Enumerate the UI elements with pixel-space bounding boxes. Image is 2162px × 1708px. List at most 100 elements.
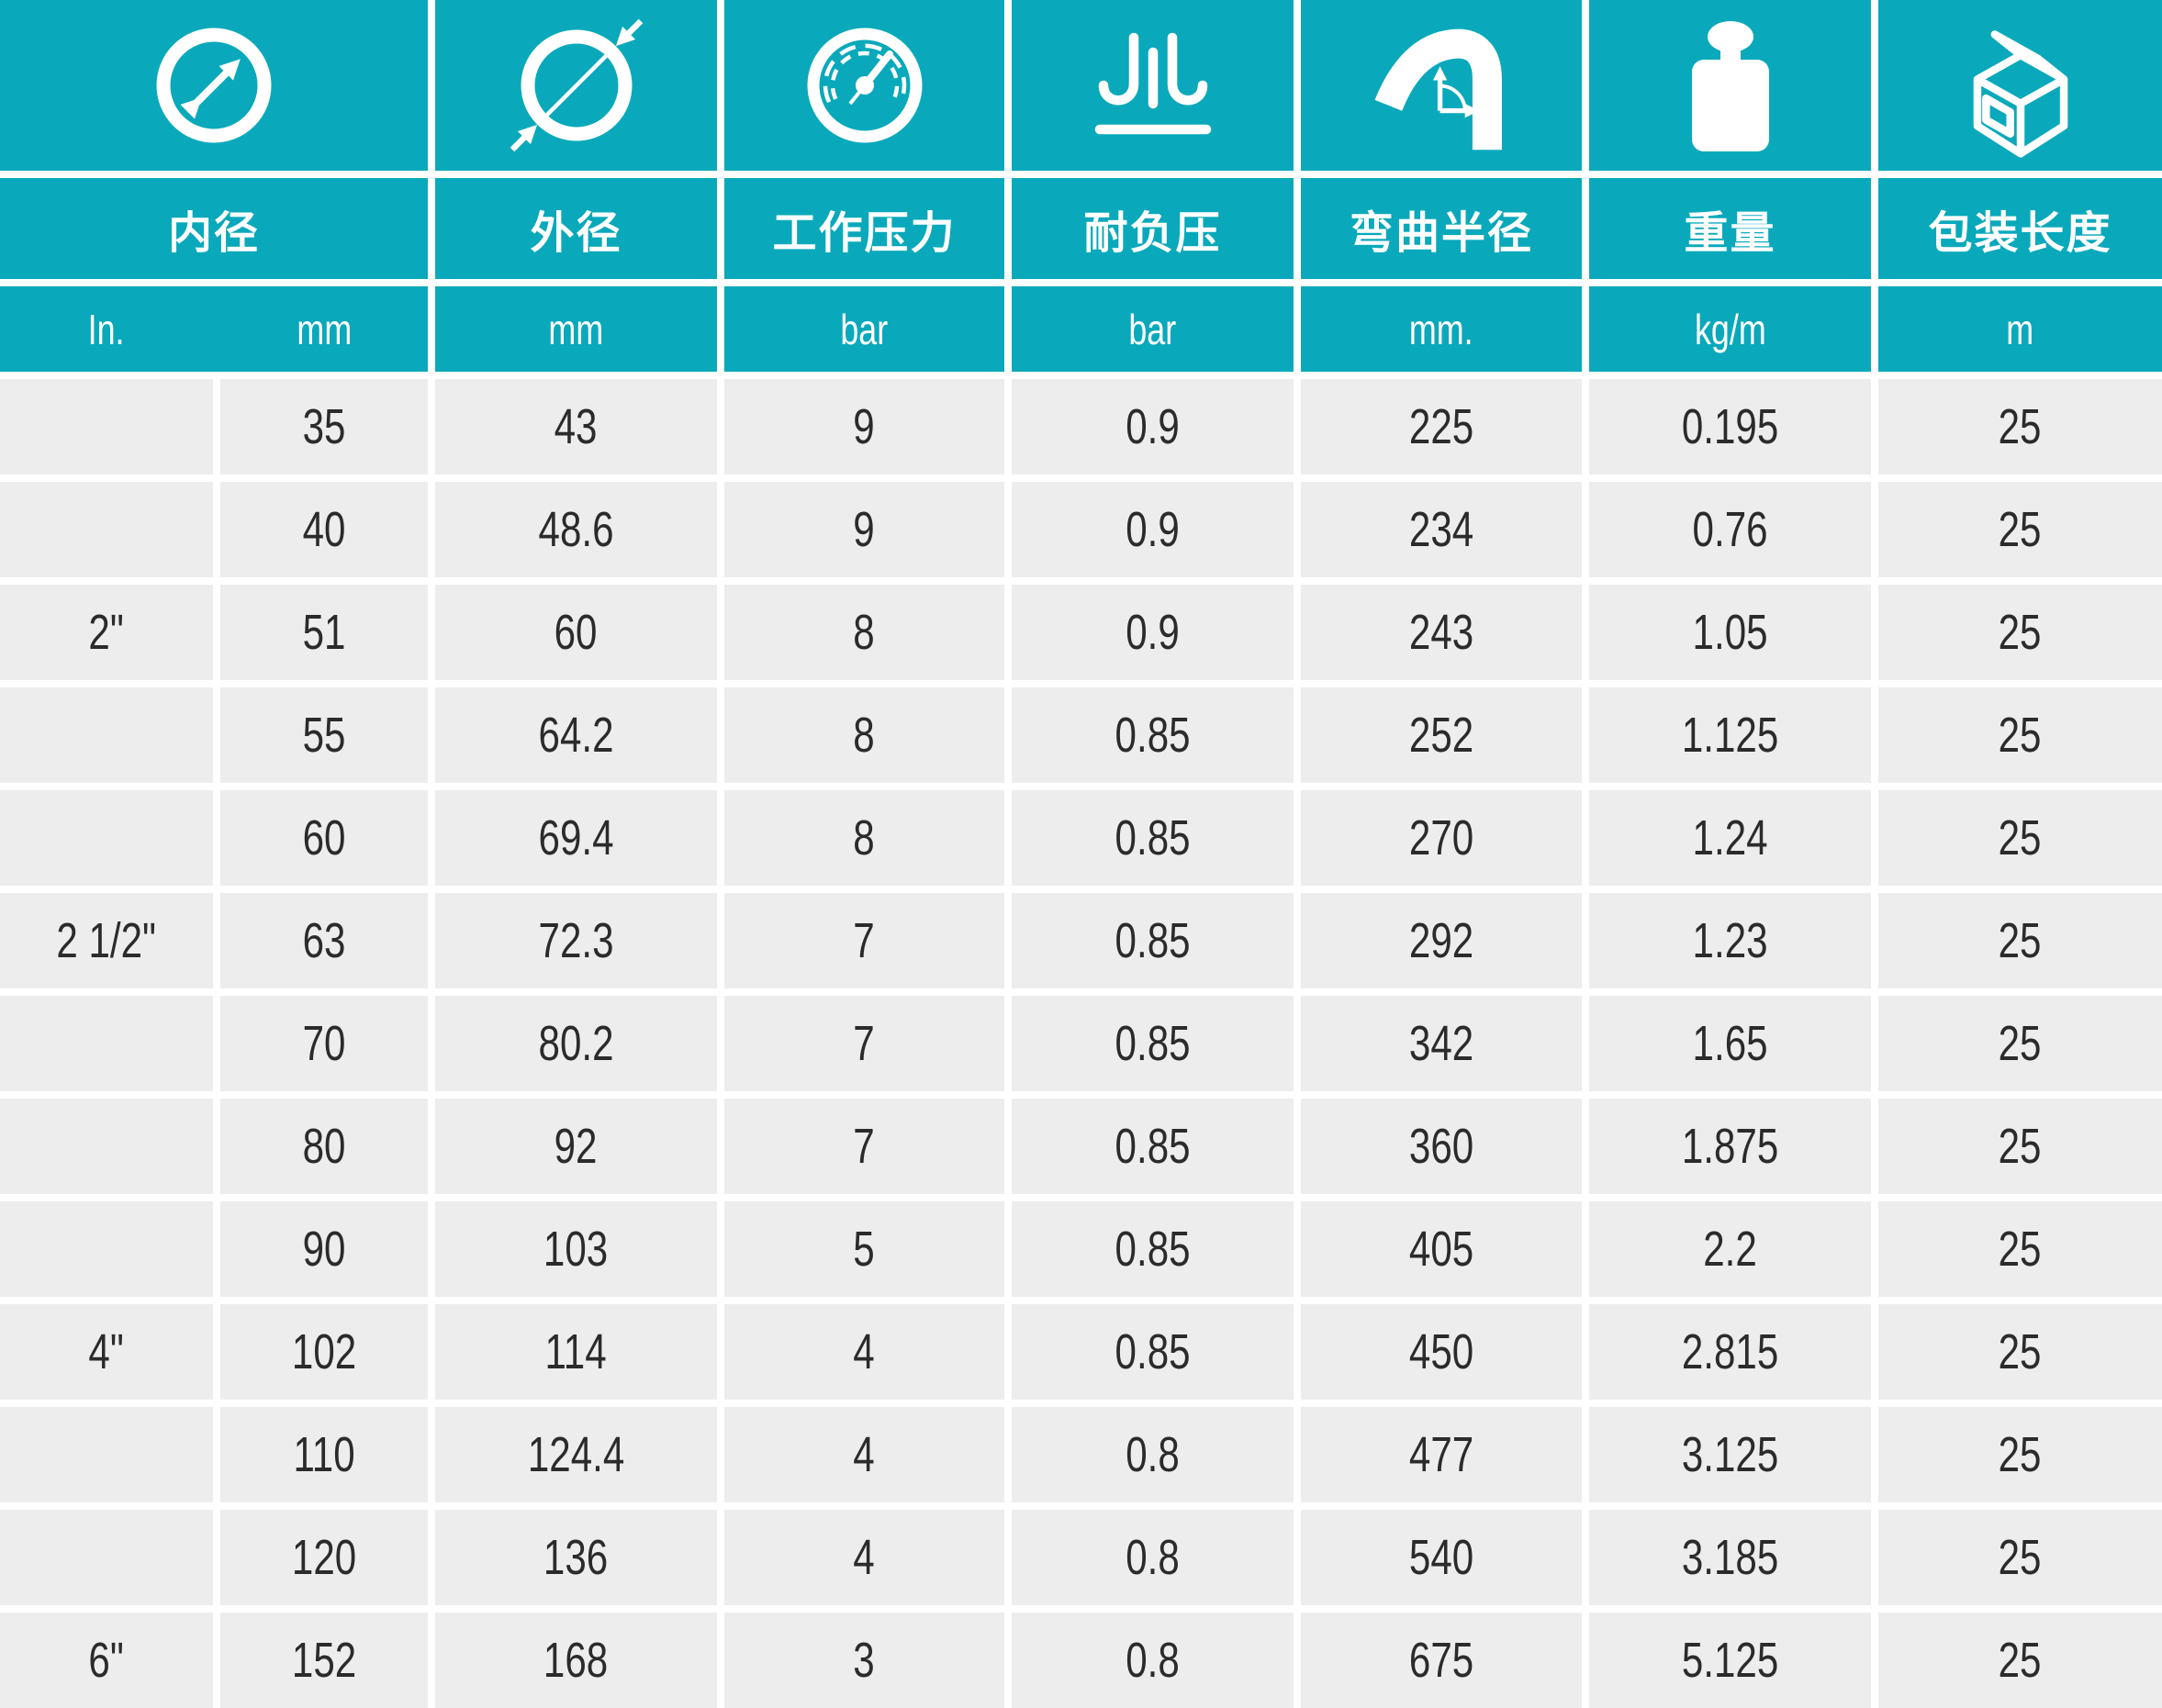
data-cell: 25	[1878, 1407, 2162, 1502]
column-label-outer-diameter: 外径	[435, 178, 717, 279]
data-cell: 0.85	[1012, 1304, 1294, 1400]
data-cell: 35	[220, 379, 428, 474]
bend-radius-icon	[1374, 28, 1502, 150]
data-cell: 69.4	[435, 790, 717, 886]
data-cell: 0.85	[1012, 1201, 1294, 1297]
data-cell: 234	[1301, 482, 1582, 577]
data-cell: 51	[220, 585, 428, 680]
data-cell: 1.05	[1589, 585, 1871, 680]
data-cell: 102	[220, 1304, 428, 1400]
data-cell: 252	[1301, 687, 1582, 783]
data-cell	[0, 996, 213, 1091]
column-label-vacuum: 耐负压	[1012, 178, 1294, 279]
data-cell: 124.4	[435, 1407, 717, 1502]
data-cell: 0.9	[1012, 585, 1294, 680]
unit-cell-outer-diameter: mm	[435, 286, 717, 372]
data-cell: 48.6	[435, 482, 717, 577]
data-cell: 25	[1878, 996, 2162, 1091]
data-cell	[0, 379, 213, 474]
data-cell: 0.85	[1012, 1099, 1294, 1194]
data-cell	[0, 687, 213, 783]
data-cell: 25	[1878, 893, 2162, 988]
data-cell: 0.85	[1012, 996, 1294, 1091]
data-cell	[0, 1407, 213, 1502]
unit-cell-bend-radius: mm.	[1301, 286, 1582, 372]
data-cell: 90	[220, 1201, 428, 1297]
data-cell: 80	[220, 1099, 428, 1194]
unit-cell-package-length: m	[1878, 286, 2162, 372]
data-cell: 0.8	[1012, 1407, 1294, 1502]
data-cell: 152	[220, 1613, 428, 1708]
data-cell: 4"	[0, 1304, 213, 1400]
data-cell: 120	[220, 1510, 428, 1605]
data-cell: 292	[1301, 893, 1582, 988]
data-cell: 8	[724, 585, 1004, 680]
data-cell: 55	[220, 687, 428, 783]
data-cell: 92	[435, 1099, 717, 1194]
header-icon-cell-outer-diameter	[435, 0, 717, 171]
data-cell: 9	[724, 482, 1004, 577]
column-label-package-length: 包装长度	[1878, 178, 2162, 279]
data-cell: 1.65	[1589, 996, 1871, 1091]
data-cell: 25	[1878, 790, 2162, 886]
pressure-gauge-icon	[807, 28, 922, 143]
data-cell: 675	[1301, 1613, 1582, 1708]
data-cell: 70	[220, 996, 428, 1091]
column-label-bend-radius: 弯曲半径	[1301, 178, 1582, 279]
data-cell: 0.8	[1012, 1510, 1294, 1605]
data-cell: 5	[724, 1201, 1004, 1297]
column-label-inner-diameter: 内径	[0, 178, 428, 279]
data-cell: 60	[435, 585, 717, 680]
data-cell	[0, 1510, 213, 1605]
data-cell: 25	[1878, 585, 2162, 680]
data-cell: 0.76	[1589, 482, 1871, 577]
data-cell: 225	[1301, 379, 1582, 474]
data-cell: 477	[1301, 1407, 1582, 1502]
unit-cell-vacuum: bar	[1012, 286, 1294, 372]
data-cell: 72.3	[435, 893, 717, 988]
outer-diameter-icon	[510, 18, 643, 152]
data-cell: 25	[1878, 1304, 2162, 1400]
data-cell: 2"	[0, 585, 213, 680]
data-cell: 60	[220, 790, 428, 886]
header-icon-cell-inner-diameter	[0, 0, 428, 171]
data-cell: 0.9	[1012, 379, 1294, 474]
data-cell: 360	[1301, 1099, 1582, 1194]
data-cell: 0.85	[1012, 687, 1294, 783]
data-cell	[0, 482, 213, 577]
data-cell: 4	[724, 1304, 1004, 1400]
data-cell: 25	[1878, 379, 2162, 474]
inner-diameter-icon	[156, 28, 272, 143]
vacuum-icon	[1094, 32, 1211, 135]
data-cell: 3	[724, 1613, 1004, 1708]
data-cell: 405	[1301, 1201, 1582, 1297]
data-cell: 25	[1878, 1510, 2162, 1605]
data-cell: 0.85	[1012, 893, 1294, 988]
data-cell: 25	[1878, 1613, 2162, 1708]
data-cell: 0.9	[1012, 482, 1294, 577]
data-cell: 6"	[0, 1613, 213, 1708]
data-cell: 4	[724, 1510, 1004, 1605]
data-cell: 43	[435, 379, 717, 474]
data-cell: 270	[1301, 790, 1582, 886]
data-cell: 1.24	[1589, 790, 1871, 886]
data-cell: 103	[435, 1201, 717, 1297]
data-cell: 0.8	[1012, 1613, 1294, 1708]
data-cell: 3.125	[1589, 1407, 1871, 1502]
header-icon-cell-working-pressure	[724, 0, 1004, 171]
data-cell: 450	[1301, 1304, 1582, 1400]
data-cell: 2 1/2"	[0, 893, 213, 988]
data-cell: 3.185	[1589, 1510, 1871, 1605]
data-cell	[0, 1099, 213, 1194]
unit-label-inch: In.	[88, 305, 125, 353]
column-label-working-pressure: 工作压力	[724, 178, 1004, 279]
weight-icon	[1691, 21, 1769, 151]
unit-cell-working-pressure: bar	[724, 286, 1004, 372]
header-icon-cell-package-length	[1878, 0, 2162, 171]
data-cell: 540	[1301, 1510, 1582, 1605]
data-cell: 2.2	[1589, 1201, 1871, 1297]
data-cell	[0, 790, 213, 886]
header-icon-cell-weight	[1589, 0, 1871, 171]
data-cell: 7	[724, 893, 1004, 988]
